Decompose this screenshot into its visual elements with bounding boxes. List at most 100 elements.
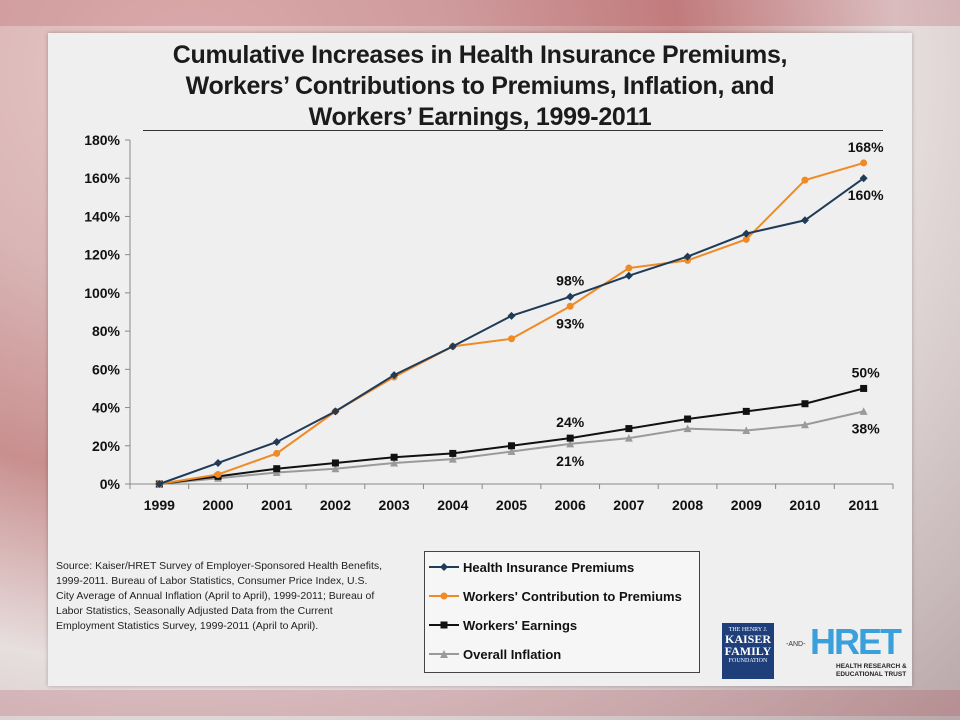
kff-logo-kaiser: KAISER <box>724 632 771 646</box>
data-point-square <box>273 465 281 473</box>
series-line-2 <box>159 387 864 485</box>
legend-marker-triangle <box>429 650 459 658</box>
x-tick-label: 2004 <box>437 497 468 513</box>
logo-and-text: -AND- <box>786 641 806 648</box>
y-tick-label: 120% <box>84 247 120 263</box>
data-label: 160% <box>848 187 884 203</box>
data-point-circle <box>508 335 515 343</box>
hret-logo-subtitle: HEALTH RESEARCH & EDUCATIONAL TRUST <box>836 663 907 679</box>
data-label: 168% <box>848 139 884 155</box>
x-tick-label: 2009 <box>731 497 762 513</box>
legend-marker-diamond <box>429 563 459 571</box>
kff-logo-small: THE HENRY J. <box>728 627 768 633</box>
data-point-diamond <box>390 371 399 380</box>
data-point-diamond <box>155 480 164 488</box>
data-label: 98% <box>556 273 585 289</box>
data-point-diamond <box>448 342 457 351</box>
title-line-3: Workers’ Earnings, 1999-2011 <box>308 103 652 131</box>
data-point-square <box>566 434 574 442</box>
legend-item-inflation: Overall Inflation <box>429 645 561 663</box>
legend-label: Overall Inflation <box>463 646 562 662</box>
x-tick-label: 2005 <box>496 497 527 513</box>
x-tick-label: 2000 <box>202 497 233 513</box>
y-tick-label: 60% <box>92 361 121 377</box>
chart-legend: Health Insurance Premiums Workers' Contr… <box>424 551 700 673</box>
slide: Cumulative Increases in Health Insurance… <box>48 33 912 686</box>
data-point-triangle <box>566 439 575 448</box>
data-label: 93% <box>556 315 585 331</box>
data-point-circle <box>214 470 222 478</box>
data-point-diamond <box>214 458 223 467</box>
chart-title: Cumulative Increases in Health Insurance… <box>48 40 912 133</box>
data-point-diamond <box>331 407 340 416</box>
data-point-diamond <box>566 292 575 301</box>
data-point-square <box>449 449 457 457</box>
kff-logo-foundation: FOUNDATION <box>728 658 768 664</box>
legend-item-earnings: Workers' Earnings <box>429 616 577 634</box>
data-point-triangle <box>800 420 809 429</box>
y-tick-label: 100% <box>84 285 120 301</box>
data-point-square <box>801 400 809 408</box>
x-tick-label: 1999 <box>144 497 175 513</box>
data-point-circle <box>566 302 574 310</box>
x-tick-label: 2007 <box>613 497 644 513</box>
title-divider <box>143 130 883 131</box>
data-point-square <box>390 453 398 461</box>
legend-label: Workers' Contribution to Premiums <box>463 588 682 604</box>
data-point-square <box>742 407 750 415</box>
data-point-square <box>508 442 515 450</box>
data-label: 24% <box>556 414 585 430</box>
data-point-diamond <box>507 311 516 320</box>
data-point-circle <box>742 235 750 243</box>
data-point-diamond <box>800 216 809 225</box>
x-tick-label: 2002 <box>320 497 351 513</box>
kaiser-family-foundation-logo: THE HENRY J. KAISER FAMILY FOUNDATION <box>722 623 774 679</box>
data-point-circle <box>860 159 868 167</box>
legend-marker-circle <box>429 592 459 600</box>
y-tick-label: 160% <box>84 170 120 186</box>
source-note: Source: Kaiser/HRET Survey of Employer-S… <box>56 560 383 632</box>
y-tick-label: 40% <box>92 400 121 416</box>
legend-item-contributions: Workers' Contribution to Premiums <box>429 587 682 605</box>
x-tick-label: 2010 <box>789 497 820 513</box>
legend-label: Health Insurance Premiums <box>463 559 635 575</box>
y-tick-label: 180% <box>84 132 120 148</box>
series-line-1 <box>159 161 864 485</box>
data-label: 50% <box>852 364 881 380</box>
y-tick-label: 140% <box>84 208 120 224</box>
title-line-2: Workers’ Contributions to Premiums, Infl… <box>185 72 775 100</box>
x-tick-label: 2011 <box>848 497 879 513</box>
kff-logo-family: FAMILY <box>724 644 772 658</box>
y-tick-label: 20% <box>92 438 121 454</box>
data-point-diamond <box>272 437 281 446</box>
title-line-1: Cumulative Increases in Health Insurance… <box>172 41 788 69</box>
data-point-triangle <box>683 424 692 433</box>
data-label: 21% <box>556 453 585 469</box>
data-point-circle <box>801 176 809 184</box>
data-point-triangle <box>624 434 633 442</box>
data-point-triangle <box>272 468 281 477</box>
hret-logo: HRET <box>810 621 902 662</box>
x-tick-label: 2006 <box>555 497 586 513</box>
legend-item-premiums: Health Insurance Premiums <box>429 558 634 576</box>
y-tick-label: 80% <box>92 323 121 339</box>
data-point-triangle <box>742 426 751 434</box>
data-point-diamond <box>742 229 751 238</box>
data-point-triangle <box>390 458 399 467</box>
series-line-0 <box>159 177 865 485</box>
x-tick-label: 2001 <box>261 497 292 513</box>
data-point-diamond <box>859 174 868 183</box>
legend-label: Workers' Earnings <box>463 617 578 633</box>
data-point-circle <box>625 264 633 272</box>
data-point-triangle <box>331 464 340 473</box>
data-point-circle <box>273 449 281 457</box>
data-point-diamond <box>624 271 633 280</box>
y-tick-label: 0% <box>100 476 121 492</box>
x-tick-label: 2003 <box>379 497 410 513</box>
data-point-triangle <box>448 455 457 463</box>
data-point-square <box>860 384 868 392</box>
x-tick-label: 2008 <box>672 497 703 513</box>
hret-sub-line-2: EDUCATIONAL TRUST <box>836 671 907 678</box>
data-point-diamond <box>683 252 692 261</box>
data-point-square <box>684 415 692 423</box>
